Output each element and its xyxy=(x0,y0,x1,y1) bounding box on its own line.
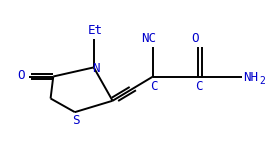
Text: S: S xyxy=(72,114,80,127)
Text: Et: Et xyxy=(88,24,102,37)
Text: NC: NC xyxy=(141,32,156,45)
Text: O: O xyxy=(17,69,25,82)
Text: 2: 2 xyxy=(260,76,265,86)
Text: C: C xyxy=(195,80,203,93)
Text: NH: NH xyxy=(243,71,258,84)
Text: N: N xyxy=(92,62,100,75)
Text: C: C xyxy=(151,80,158,93)
Text: O: O xyxy=(191,32,199,45)
